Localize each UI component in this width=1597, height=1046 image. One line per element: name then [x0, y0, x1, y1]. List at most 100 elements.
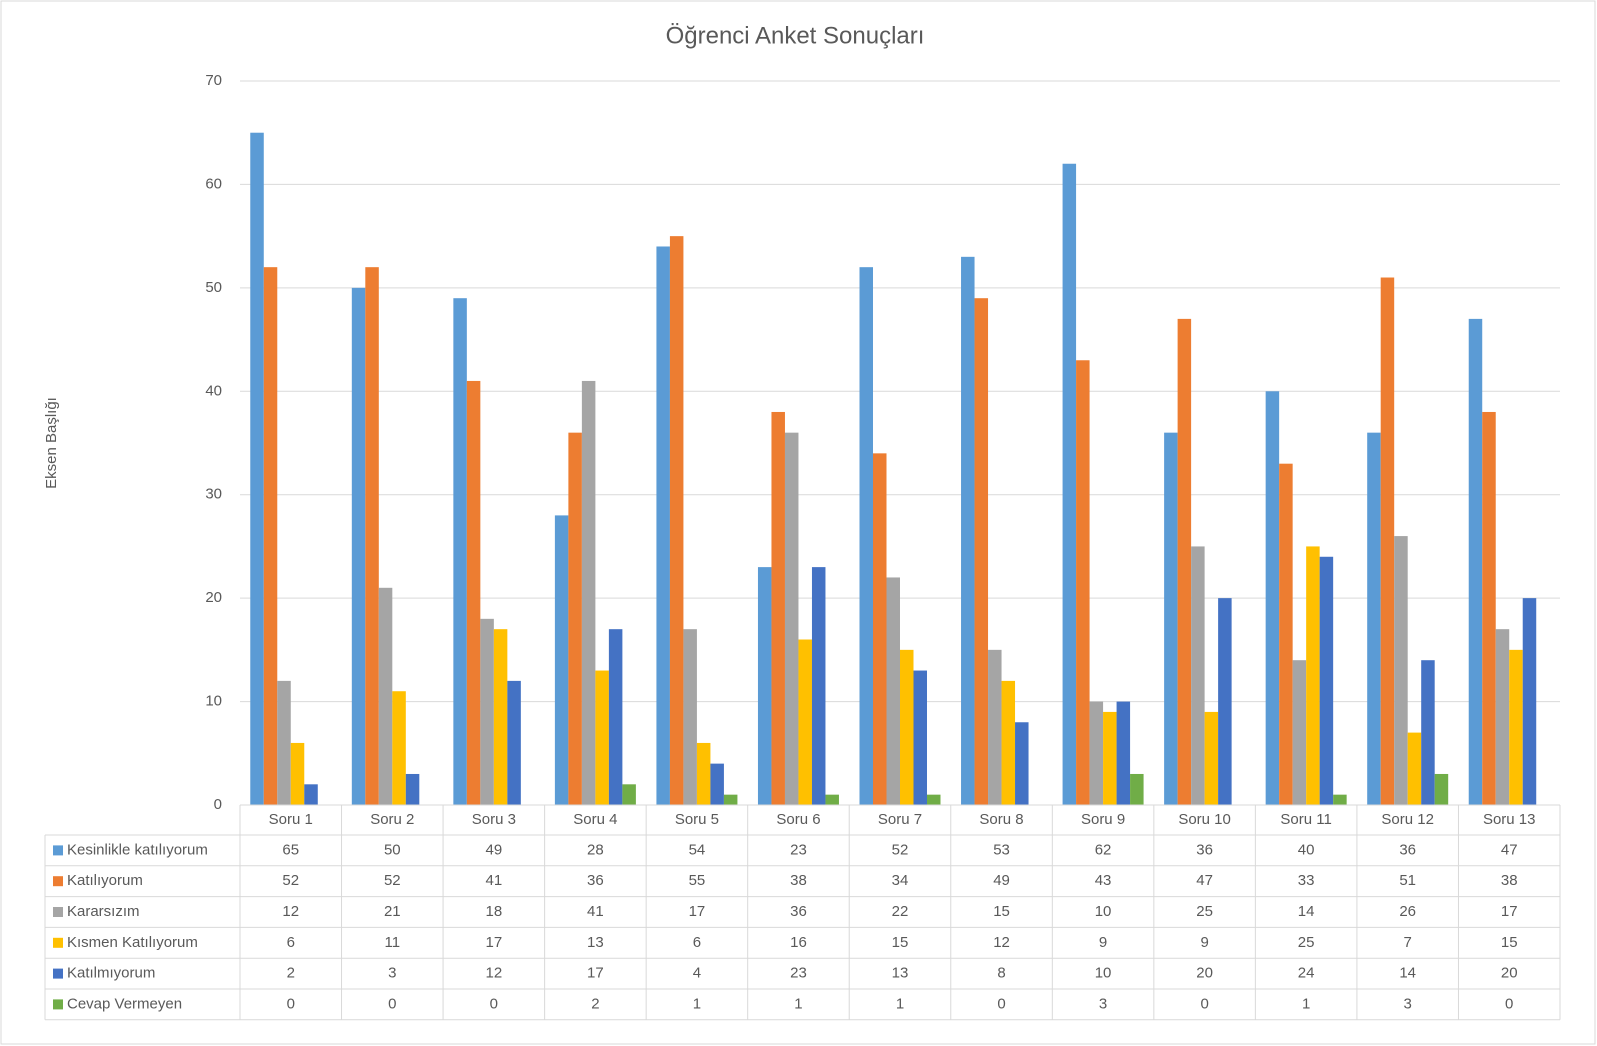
table-value: 34 [892, 872, 909, 889]
table-value: 0 [388, 995, 396, 1012]
table-value: 13 [587, 934, 604, 951]
legend-label: Kısmen Katılıyorum [67, 934, 198, 951]
bar [453, 298, 467, 805]
table-value: 20 [1196, 965, 1213, 982]
table-value: 0 [287, 995, 295, 1012]
bar [351, 287, 366, 805]
table-value: 1 [794, 995, 802, 1012]
bar [859, 267, 873, 806]
bar [1062, 163, 1077, 805]
bar [1103, 711, 1117, 805]
table-value: 2 [287, 965, 295, 982]
bar [974, 298, 989, 805]
legend-label: Katılıyorum [67, 872, 143, 889]
bar [1407, 732, 1422, 805]
bar [304, 784, 318, 805]
table-value: 14 [1298, 903, 1315, 920]
table-value: 0 [490, 995, 498, 1012]
x-tick-label: Soru 11 [1280, 811, 1331, 828]
table-value: 15 [892, 934, 909, 951]
bar [784, 432, 799, 805]
table-value: 17 [587, 965, 604, 982]
bar [1279, 463, 1293, 805]
x-tick-label: Soru 6 [776, 811, 820, 828]
y-tick-label: 0 [214, 796, 222, 813]
table-value: 15 [993, 903, 1010, 920]
x-tick-label: Soru 10 [1178, 811, 1231, 828]
table-value: 26 [1399, 903, 1416, 920]
y-tick-label: 60 [205, 175, 222, 192]
legend-label: Kararsızım [67, 903, 140, 920]
x-tick-label: Soru 13 [1483, 811, 1536, 828]
bar [710, 763, 724, 805]
bar [683, 629, 697, 805]
table-value: 10 [1095, 903, 1112, 920]
bar [507, 680, 521, 805]
table-value: 4 [693, 965, 701, 982]
bar [900, 649, 914, 805]
bar [1522, 598, 1537, 805]
table-value: 14 [1399, 965, 1416, 982]
table-value: 17 [1501, 903, 1518, 920]
bar [1306, 546, 1320, 805]
table-value: 9 [1099, 934, 1107, 951]
legend-key [53, 845, 63, 856]
table-value: 1 [896, 995, 904, 1012]
bar [656, 246, 670, 805]
table-value: 3 [1099, 995, 1107, 1012]
table-value: 36 [1399, 841, 1416, 858]
bar [466, 380, 481, 805]
table-value: 17 [689, 903, 706, 920]
bar [988, 649, 1002, 805]
table-value: 1 [1302, 995, 1310, 1012]
legend-key [53, 876, 63, 887]
chart-title: Öğrenci Anket Sonuçları [666, 22, 925, 49]
bar [913, 670, 927, 805]
table-value: 0 [997, 995, 1005, 1012]
bar [1421, 660, 1435, 805]
bar [886, 577, 900, 805]
table-value: 47 [1196, 872, 1213, 889]
bar [595, 670, 609, 805]
x-tick-label: Soru 5 [675, 811, 719, 828]
legend-label: Katılmıyorum [67, 965, 155, 982]
bar [581, 380, 596, 805]
table-value: 2 [591, 995, 599, 1012]
bar [277, 680, 291, 805]
bar [1434, 773, 1449, 805]
table-value: 36 [790, 903, 807, 920]
bar [1001, 680, 1016, 805]
bar [554, 515, 569, 805]
table-value: 47 [1501, 841, 1518, 858]
table-value: 10 [1095, 965, 1112, 982]
bar [811, 567, 826, 805]
y-tick-label: 40 [205, 382, 222, 399]
table-value: 7 [1404, 934, 1412, 951]
bar [1367, 432, 1381, 805]
bar [669, 236, 684, 806]
bar [1265, 391, 1280, 805]
bar [263, 267, 278, 806]
bar [365, 267, 379, 806]
table-value: 15 [1501, 934, 1518, 951]
table-value: 20 [1501, 965, 1518, 982]
table-value: 13 [892, 965, 909, 982]
bar [825, 794, 839, 805]
table-value: 50 [384, 841, 401, 858]
x-tick-label: Soru 12 [1381, 811, 1434, 828]
table-value: 36 [587, 872, 604, 889]
x-tick-label: Soru 1 [269, 811, 313, 828]
legend-key [53, 999, 63, 1010]
bar [378, 587, 393, 805]
bar [392, 691, 406, 805]
bar [1015, 722, 1029, 805]
bar [1292, 660, 1307, 805]
table-value: 0 [1200, 995, 1208, 1012]
bar [568, 432, 582, 805]
table-value: 52 [282, 872, 299, 889]
x-tick-label: Soru 2 [370, 811, 414, 828]
table-value: 6 [287, 934, 295, 951]
x-tick-label: Soru 4 [573, 811, 617, 828]
y-tick-label: 20 [205, 589, 222, 606]
